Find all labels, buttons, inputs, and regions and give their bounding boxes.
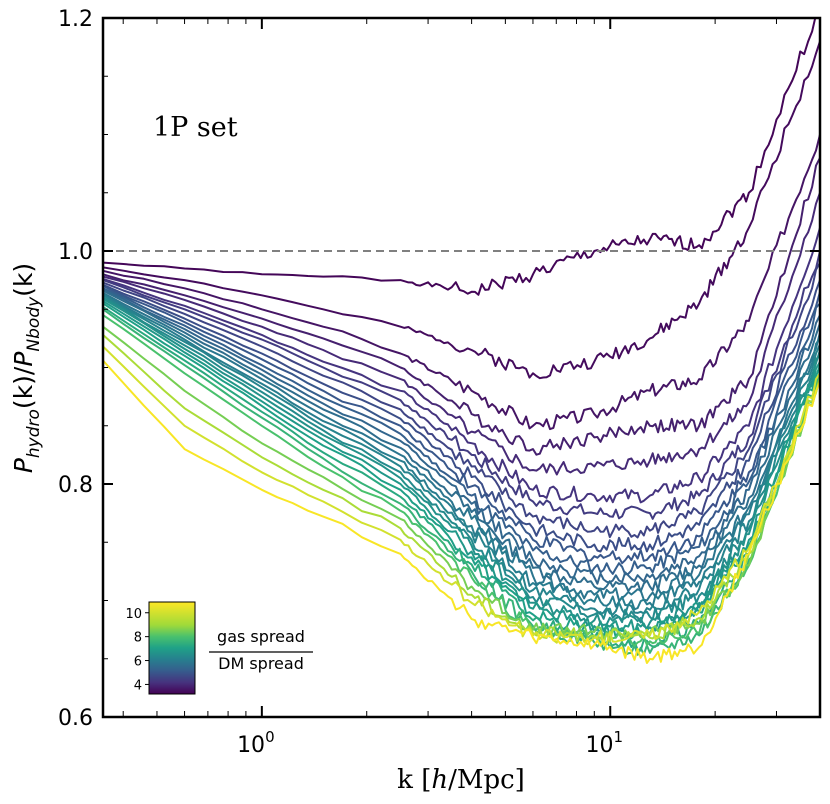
series-line — [103, 289, 820, 593]
ticks-layer: 0.6 0.8 1.0 1.2 100 101 — [58, 7, 821, 758]
series-line — [103, 294, 820, 616]
series-line — [103, 262, 820, 539]
colorbar-label-numerator: gas spread — [217, 627, 305, 646]
colorbar-tick-label: 6 — [134, 655, 142, 670]
series-line — [103, 296, 820, 624]
series-line — [103, 134, 820, 431]
series-line — [103, 359, 820, 664]
colorbar-gradient — [148, 601, 196, 695]
colorbar-label-denominator: DM spread — [218, 654, 304, 673]
y-tick-label: 0.6 — [58, 706, 93, 731]
series-line — [103, 250, 820, 520]
series-line — [103, 279, 820, 553]
colorbar-ticks: 4 6 8 10 — [125, 607, 149, 693]
series-line — [103, 297, 820, 630]
series-line — [103, 292, 820, 602]
series-layer — [103, 18, 820, 664]
series-line — [103, 293, 820, 611]
series-line — [103, 284, 820, 565]
x-axis-title: k [h/Mpc] — [397, 765, 525, 795]
y-axis-title: Phydro(k)/PNbody(k) — [9, 263, 44, 473]
annotation-1p-set: 1P set — [153, 112, 238, 143]
colorbar-tick-label: 10 — [125, 607, 142, 622]
x-tick-label: 101 — [585, 728, 623, 758]
y-tick-label: 1.2 — [58, 7, 93, 32]
series-line — [103, 227, 820, 504]
y-tick-label: 0.8 — [58, 473, 93, 498]
colorbar-tick-label: 8 — [134, 631, 142, 646]
series-line — [103, 40, 820, 380]
series-line — [103, 287, 820, 576]
series-line — [103, 345, 820, 646]
series-line — [103, 157, 820, 456]
colorbar-tick-label: 4 — [134, 678, 142, 693]
colorbar: 4 6 8 10 gas spread DM spread — [125, 601, 313, 695]
y-tick-label: 1.0 — [58, 240, 93, 265]
series-line — [103, 192, 820, 476]
x-tick-label: 100 — [237, 728, 275, 758]
series-line — [103, 288, 820, 585]
